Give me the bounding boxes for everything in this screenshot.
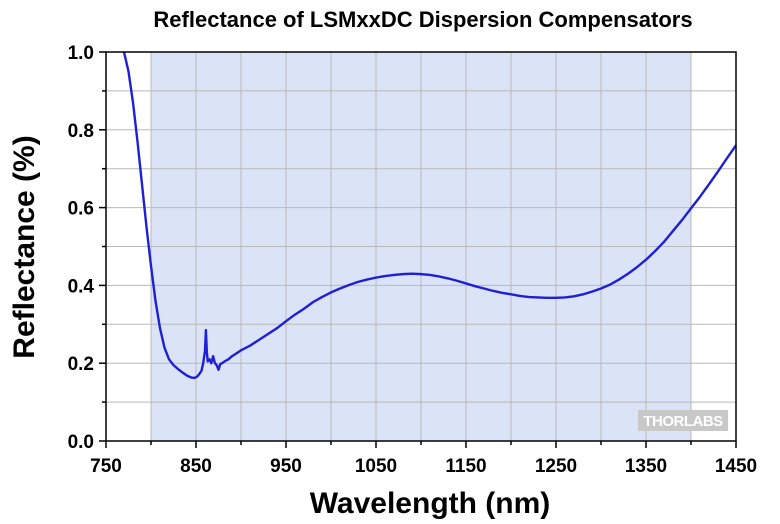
logo-text: THORLABS: [643, 413, 723, 430]
y-tick-label: 0.0: [68, 432, 94, 453]
x-tick-label: 1450: [715, 456, 757, 477]
chart-title: Reflectance of LSMxxDC Dispersion Compen…: [153, 7, 692, 32]
axis-ticks: [99, 51, 737, 448]
x-axis-title: Wavelength (nm): [310, 487, 551, 520]
y-tick-label: 0.8: [68, 121, 94, 142]
x-tick-label: 1050: [355, 456, 397, 477]
x-tick-label: 950: [270, 456, 302, 477]
reflectance-series-line: [122, 51, 737, 380]
x-tick-label: 750: [90, 456, 122, 477]
grid: [106, 52, 736, 441]
x-tick-label: 1250: [535, 456, 577, 477]
y-tick-label: 1.0: [68, 43, 94, 64]
plot-area: [105, 51, 737, 442]
y-tick-labels: 0.0 0.2 0.4 0.6 0.8 1.0: [68, 43, 95, 453]
y-tick-label: 0.4: [68, 276, 95, 297]
thorlabs-logo: THORLABS: [638, 410, 728, 431]
x-tick-label: 850: [180, 456, 212, 477]
x-tick-label: 1350: [625, 456, 667, 477]
y-tick-label: 0.6: [68, 199, 94, 220]
x-tick-label: 1150: [445, 456, 486, 477]
y-tick-label: 0.2: [68, 354, 94, 375]
y-axis-title: Reflectance (%): [8, 135, 41, 358]
x-tick-labels: 750 850 950 1050 1150 1250 1350 1450: [90, 456, 757, 477]
